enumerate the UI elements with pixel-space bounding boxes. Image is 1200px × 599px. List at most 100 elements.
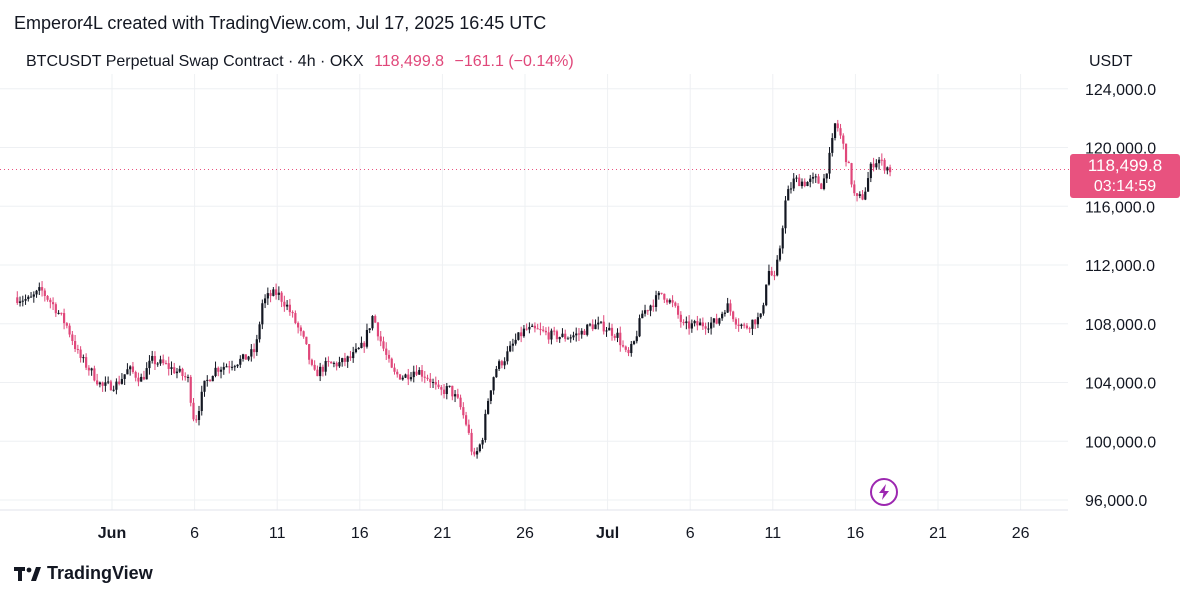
candle-body (76, 349, 79, 351)
candle (319, 362, 322, 382)
candle (203, 380, 206, 397)
candle-body (255, 339, 258, 353)
candle (773, 270, 776, 281)
candle-body (266, 293, 269, 299)
candle (90, 367, 93, 376)
symbol-title[interactable]: BTCUSDT Perpetual Swap Contract · 4h · O… (26, 53, 364, 70)
candle (43, 288, 46, 302)
candle-body (156, 363, 159, 365)
candle (189, 374, 192, 407)
candle-body (467, 424, 470, 433)
candle (415, 365, 418, 377)
candle (109, 379, 112, 391)
candle (85, 353, 88, 371)
candle (184, 372, 187, 381)
candle (855, 192, 859, 202)
lightning-icon[interactable] (870, 478, 898, 506)
candle-body (445, 386, 448, 395)
candle-body (107, 381, 110, 383)
candle-body (699, 322, 702, 326)
candle (280, 291, 283, 308)
candle-body (627, 349, 630, 354)
candle-body (294, 313, 297, 323)
candle (828, 147, 831, 179)
candle (836, 119, 839, 132)
candle (531, 323, 534, 328)
candle-body (853, 184, 856, 194)
candle-body (839, 128, 842, 136)
candle-body (704, 326, 707, 329)
candle (423, 371, 426, 384)
candle-body (767, 271, 771, 285)
candle-body (621, 345, 625, 347)
time-tick-label: 6 (686, 525, 695, 542)
candle (641, 310, 644, 319)
candle (305, 336, 308, 345)
price-axis-unit[interactable]: USDT (1089, 53, 1133, 70)
candle (27, 295, 30, 302)
candle (721, 311, 724, 321)
candle-body (288, 304, 291, 313)
candle-body (555, 331, 559, 340)
candle-body (291, 312, 294, 314)
candle-series (16, 119, 892, 459)
candle-body (718, 318, 721, 324)
time-axis: Jun 6 11 16 21 26 Jul 6 11 16 21 26 (98, 525, 1030, 542)
candle-body (252, 349, 256, 353)
candle (418, 367, 421, 375)
candle (861, 189, 864, 201)
candle (459, 394, 462, 410)
candle-body (24, 299, 27, 301)
candle (842, 133, 845, 150)
candle (886, 166, 889, 175)
candle-body (38, 287, 41, 291)
candle-body (148, 360, 151, 369)
candle-body (164, 363, 168, 365)
candle-body (219, 369, 223, 372)
candle-body (795, 177, 798, 179)
candle-body (118, 381, 121, 384)
candle (57, 310, 60, 315)
candle (888, 164, 892, 177)
candle-body (495, 368, 498, 378)
candle-body (382, 341, 385, 349)
candle-body (170, 367, 173, 369)
candle-body (283, 301, 286, 307)
candle (701, 317, 704, 330)
candle (393, 363, 396, 375)
candle (712, 318, 715, 328)
candle (87, 365, 90, 376)
tradingview-brand[interactable]: TradingView (14, 563, 153, 584)
candle-body (184, 376, 187, 378)
candle (156, 361, 159, 367)
candle-body (492, 377, 495, 391)
candle-body (833, 123, 837, 139)
candle-body (310, 359, 313, 365)
candle (332, 361, 336, 368)
candle-body (671, 300, 674, 303)
time-tick-label: 16 (847, 525, 865, 542)
candle (599, 321, 603, 324)
candle-body (140, 376, 143, 382)
last-price-tag: 118,499.8 03:14:59 (1070, 154, 1180, 198)
candle (652, 299, 655, 312)
candle-body (241, 354, 245, 359)
candle-body (456, 394, 459, 398)
candle (112, 385, 115, 392)
candle (880, 153, 883, 166)
candle-body (715, 318, 718, 324)
candle-body (65, 323, 68, 326)
candle (498, 359, 501, 371)
candle-body (861, 194, 864, 200)
candle-body (244, 354, 247, 360)
candle-body (828, 152, 831, 174)
candle (71, 330, 74, 346)
candle (126, 363, 129, 375)
candle (401, 375, 404, 381)
candle (610, 323, 614, 341)
candle (442, 384, 446, 399)
candle (624, 345, 627, 353)
candle (528, 322, 531, 334)
candle-body (765, 284, 768, 306)
